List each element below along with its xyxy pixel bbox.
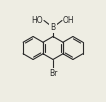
Text: Br: Br bbox=[49, 69, 57, 78]
Text: OH: OH bbox=[63, 16, 75, 25]
Text: HO: HO bbox=[31, 16, 43, 25]
Text: B: B bbox=[50, 23, 56, 32]
